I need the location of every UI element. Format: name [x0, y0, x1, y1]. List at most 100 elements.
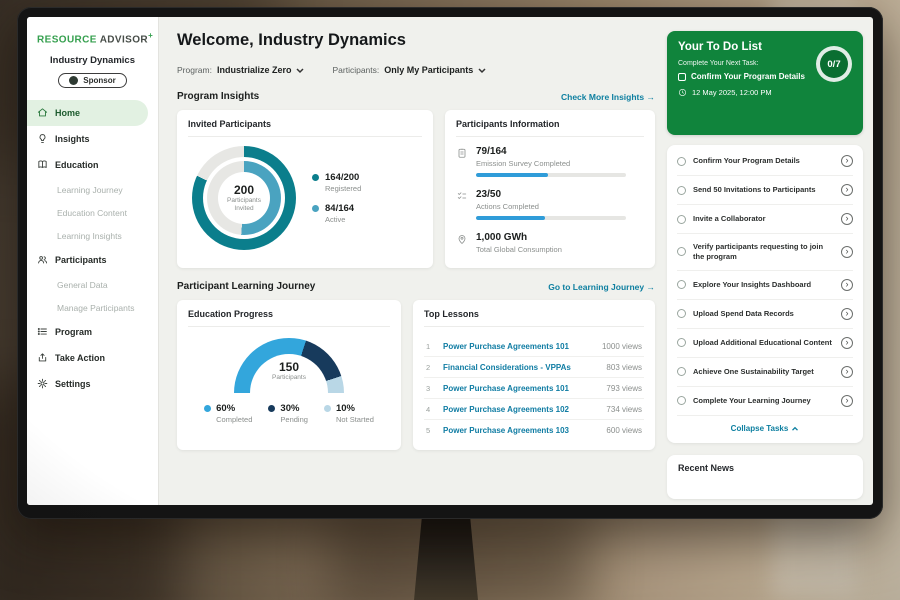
- legend-item: 60% Completed: [204, 403, 252, 424]
- info-row: 1,000 GWh Total Global Consumption: [456, 232, 644, 259]
- card-title: Participants Information: [456, 119, 644, 137]
- todo-title: Your To Do List: [678, 41, 762, 53]
- lesson-row[interactable]: 5 Power Purchase Agreements 103 600 view…: [426, 425, 642, 435]
- task-row[interactable]: Upload Spend Data Records ›: [677, 300, 853, 329]
- chevron-right-icon[interactable]: ›: [841, 336, 853, 349]
- task-checkbox[interactable]: [677, 367, 686, 376]
- legend-item: 10% Not Started: [323, 403, 374, 424]
- task-row[interactable]: Confirm Your Program Details ›: [677, 147, 853, 176]
- gauge-center-label: Participants: [272, 374, 306, 381]
- legend-item: 84/164 Active: [312, 203, 361, 224]
- chevron-right-icon[interactable]: ›: [841, 365, 853, 378]
- education-legend-dot: [204, 405, 212, 412]
- sidebar-item-program[interactable]: Program: [27, 319, 158, 345]
- sidebar-item-learning-journey[interactable]: Learning Journey: [27, 178, 158, 201]
- gauge-center: 150 Participants: [234, 360, 344, 381]
- sidebar-item-label: Learning Insights: [57, 230, 122, 241]
- chevron-right-icon[interactable]: ›: [841, 245, 853, 258]
- program-filter[interactable]: Program: Industrialize Zero: [177, 61, 305, 79]
- task-row[interactable]: Complete Your Learning Journey ›: [677, 387, 853, 416]
- task-row[interactable]: Invite a Collaborator ›: [677, 205, 853, 234]
- education-legend: 60% Completed 30% Pending 10% Not Starte…: [204, 403, 374, 424]
- gear-icon: [37, 378, 48, 391]
- lesson-row[interactable]: 4 Power Purchase Agreements 102 734 view…: [424, 399, 644, 420]
- lesson-link[interactable]: Power Purchase Agreements 101: [443, 341, 569, 351]
- program-insights-cards: Invited Participants 200 Participants In…: [177, 110, 655, 268]
- lesson-row[interactable]: 2 Financial Considerations - VPPAs 803 v…: [424, 357, 644, 378]
- task-row[interactable]: Send 50 Invitations to Participants ›: [677, 176, 853, 205]
- sidebar-item-take-action[interactable]: Take Action: [27, 345, 158, 371]
- participants-filter[interactable]: Participants: Only My Participants: [332, 61, 486, 79]
- sidebar-item-label: Learning Journey: [57, 184, 123, 195]
- sidebar-item-label: Insights: [55, 134, 90, 145]
- sponsor-icon: [69, 76, 79, 86]
- donut-center-label: Participants Invited: [227, 196, 261, 212]
- sidebar-item-manage-participants[interactable]: Manage Participants: [27, 296, 158, 319]
- lightbulb-icon: [37, 133, 48, 146]
- task-checkbox[interactable]: [677, 185, 686, 195]
- todo-subtitle: Complete Your Next Task:: [678, 60, 759, 67]
- lesson-row[interactable]: 1 Power Purchase Agreements 101 1000 vie…: [424, 336, 644, 357]
- sidebar-item-label: Manage Participants: [57, 302, 135, 313]
- chevron-right-icon[interactable]: ›: [841, 184, 853, 196]
- task-checkbox[interactable]: [677, 338, 686, 347]
- location-pin-icon: [456, 232, 468, 259]
- main-content: Welcome, Industry Dynamics Program: Indu…: [159, 17, 667, 505]
- task-row[interactable]: Upload Additional Educational Content ›: [677, 329, 853, 358]
- task-row[interactable]: Explore Your Insights Dashboard ›: [677, 271, 853, 300]
- sidebar-item-home[interactable]: Home: [27, 100, 148, 127]
- task-checkbox[interactable]: [677, 280, 686, 289]
- task-row[interactable]: Verify participants requesting to join t…: [677, 234, 853, 271]
- invited-legend-dot: [312, 205, 319, 212]
- monitor-bezel: RESOURCE ADVISOR+ Industry Dynamics Spon…: [17, 7, 883, 519]
- lesson-link[interactable]: Financial Considerations - VPPAs: [443, 362, 571, 372]
- lesson-link[interactable]: Power Purchase Agreements 101: [443, 383, 569, 393]
- todo-progress-value: 0/7: [827, 58, 841, 70]
- task-row[interactable]: Achieve One Sustainability Target ›: [677, 358, 853, 387]
- chevron-right-icon[interactable]: ›: [841, 278, 853, 291]
- check-more-insights-link[interactable]: Check More Insights →: [560, 91, 656, 102]
- task-checkbox[interactable]: [677, 247, 686, 257]
- chevron-right-icon[interactable]: ›: [841, 394, 853, 407]
- home-icon: [37, 107, 48, 120]
- sidebar-item-participants[interactable]: Participants: [27, 247, 158, 273]
- go-to-learning-journey-link[interactable]: Go to Learning Journey →: [548, 281, 655, 292]
- sidebar-item-insights[interactable]: Insights: [27, 126, 158, 152]
- sidebar-item-label: Home: [55, 108, 81, 119]
- participants-information-card: Participants Information 79/164 Emission…: [445, 110, 655, 268]
- task-checkbox[interactable]: [677, 309, 686, 318]
- lesson-row[interactable]: 3 Power Purchase Agreements 101 793 view…: [424, 378, 644, 399]
- task-checkbox[interactable]: [677, 396, 686, 405]
- task-checkbox[interactable]: [677, 156, 686, 166]
- gauge-center-value: 150: [278, 360, 300, 374]
- collapse-tasks-link[interactable]: Collapse Tasks: [677, 416, 853, 441]
- card-title: Top Lessons: [424, 309, 644, 327]
- chevron-down-icon: [296, 61, 305, 79]
- sidebar-item-education[interactable]: Education: [27, 152, 158, 178]
- sidebar-item-general-data[interactable]: General Data: [27, 273, 158, 296]
- sidebar-item-settings[interactable]: Settings: [27, 371, 158, 397]
- dashboard-screen: RESOURCE ADVISOR+ Industry Dynamics Spon…: [27, 17, 873, 505]
- logo-plus: +: [148, 31, 154, 40]
- learning-journey-header: Participant Learning Journey Go to Learn…: [177, 281, 655, 292]
- sidebar-item-education-content[interactable]: Education Content: [27, 201, 158, 224]
- checkbox-icon[interactable]: [678, 72, 686, 81]
- actions-completed-progressbar: [476, 216, 626, 220]
- sponsor-badge[interactable]: Sponsor: [58, 73, 127, 89]
- book-icon: [37, 159, 48, 172]
- filters-bar: Program: Industrialize Zero Participants…: [177, 61, 655, 79]
- lesson-link[interactable]: Power Purchase Agreements 103: [443, 425, 569, 435]
- chevron-right-icon[interactable]: ›: [841, 307, 853, 320]
- checklist-icon: [456, 189, 468, 220]
- lesson-link[interactable]: Power Purchase Agreements 102: [443, 404, 569, 414]
- education-legend-dot: [323, 405, 331, 412]
- arrow-right-icon: →: [646, 91, 656, 102]
- chevron-right-icon[interactable]: ›: [841, 213, 853, 225]
- task-checkbox[interactable]: [677, 214, 686, 224]
- todo-next-task[interactable]: Confirm Your Program Details: [678, 72, 818, 81]
- sidebar-item-learning-insights[interactable]: Learning Insights: [27, 224, 158, 247]
- chevron-right-icon[interactable]: ›: [841, 155, 853, 167]
- people-icon: [37, 254, 48, 267]
- monitor-stand: [414, 519, 478, 600]
- sidebar-item-label: Settings: [55, 379, 91, 390]
